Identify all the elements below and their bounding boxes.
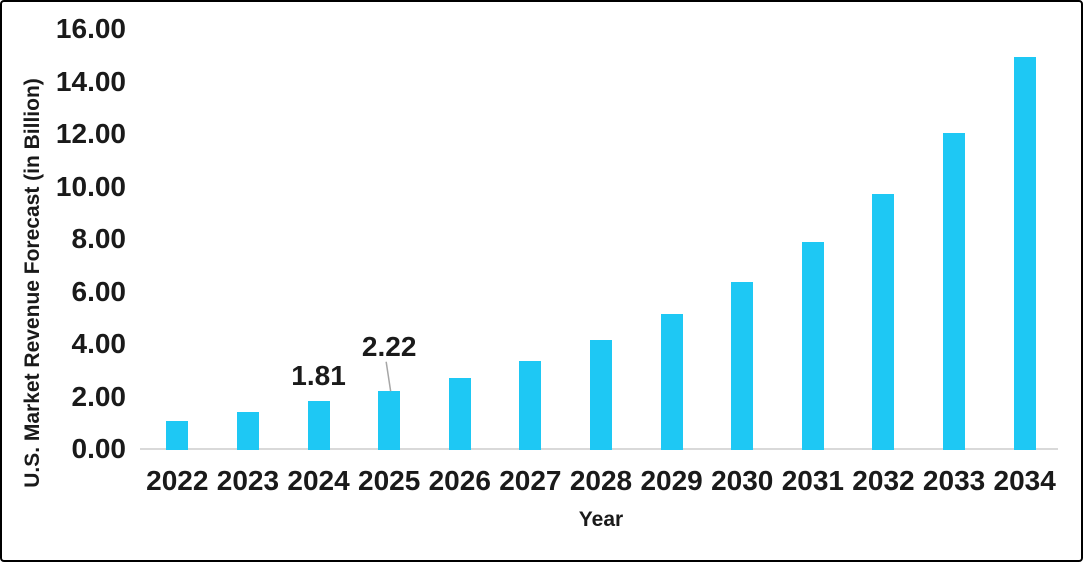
y-axis-tick-label: 2.00	[71, 380, 127, 412]
bar-2029	[660, 313, 683, 450]
y-axis-tick-label: 12.00	[55, 118, 126, 149]
bar-2030	[731, 281, 754, 450]
x-axis-tick-label-2029: 2029	[640, 465, 703, 496]
bar-2031	[801, 242, 824, 450]
bar-2026	[448, 377, 471, 450]
y-axis-tick-label: 6.00	[71, 275, 127, 307]
x-axis-tick-label-2022: 2022	[146, 465, 209, 496]
x-axis-title: Year	[578, 508, 624, 531]
data-label-2025: 2.22	[361, 330, 417, 362]
bar-2027	[519, 360, 542, 450]
y-axis-tick-label: 8.00	[71, 223, 127, 254]
y-axis-tick-label: 14.00	[55, 65, 126, 97]
bar-2033	[943, 132, 966, 450]
data-label-2024: 1.81	[291, 360, 346, 392]
bar-2022	[166, 421, 189, 450]
y-axis-tick-label: 4.00	[71, 328, 127, 359]
y-axis-title: U.S. Market Revenue Forecast (in Billion…	[21, 78, 44, 488]
x-axis-tick-label-2027: 2027	[499, 465, 562, 496]
bar-2032	[872, 193, 895, 450]
x-axis-tick-label-2026: 2026	[428, 465, 491, 496]
x-axis-tick-label-2023: 2023	[216, 465, 280, 496]
bar-2023	[236, 412, 259, 450]
y-axis-tick-label: 16.00	[55, 13, 126, 44]
x-axis-tick-label-2030: 2030	[711, 465, 774, 496]
x-axis-tick-label-2028: 2028	[569, 465, 633, 496]
y-axis-tick-label: 10.00	[55, 170, 126, 202]
x-axis-tick-label-2025: 2025	[358, 465, 421, 496]
bar-2028	[590, 340, 612, 450]
x-axis-tick-label-2033: 2033	[922, 465, 986, 496]
x-axis-tick-label-2031: 2031	[781, 465, 844, 496]
y-axis-tick-label: 0.00	[71, 433, 127, 464]
bar-2034	[1013, 56, 1036, 450]
bar-2024	[307, 401, 330, 450]
x-axis-tick-label-2032: 2032	[852, 465, 915, 496]
x-axis-tick-label-2024: 2024	[287, 465, 350, 496]
bar-2025	[378, 390, 401, 450]
x-axis-tick-label-2034: 2034	[993, 465, 1056, 496]
